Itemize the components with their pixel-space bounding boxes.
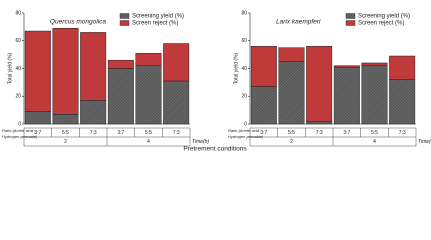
bar-segment <box>250 46 277 87</box>
legend-label: Screening yield (%) <box>358 14 410 20</box>
bar-segment <box>361 65 388 125</box>
group-title: Time(h) <box>418 139 431 145</box>
bar-segment <box>107 59 134 69</box>
ratio-label: Hydrogen peroxide) <box>228 134 264 139</box>
bar-segment <box>361 62 388 66</box>
bar-segment <box>52 28 79 115</box>
x-tick-label: 3:7 <box>117 130 124 136</box>
x-tick-label: 5:5 <box>288 130 295 136</box>
x-tick-label: 7:3 <box>90 130 97 136</box>
x-tick-label: 5:5 <box>62 130 69 136</box>
group-label: 2 <box>290 139 293 145</box>
x-tick-label: 3:7 <box>260 130 267 136</box>
y-tick-label: 20 <box>15 94 21 100</box>
bar-segment <box>389 55 416 80</box>
x-tick-label: 5:5 <box>371 130 378 136</box>
bar-segment <box>52 114 79 125</box>
chart-title: Larix kaempferi <box>276 19 321 26</box>
legend-label: Screen reject (%) <box>358 21 404 27</box>
y-tick-label: 80 <box>241 10 247 16</box>
ratio-label: Hydrogen peroxide) <box>2 134 38 139</box>
legend-swatch <box>345 20 356 26</box>
bar-segment <box>163 80 190 125</box>
bar-segment <box>333 65 360 68</box>
bar-segment <box>389 79 416 125</box>
y-tick-label: 0 <box>18 121 21 127</box>
bar-segment <box>135 65 162 125</box>
y-tick-label: 60 <box>241 38 247 44</box>
x-axis-title: Pretrement conditions <box>183 146 247 153</box>
x-tick-label: 7:3 <box>399 130 406 136</box>
bar-segment <box>24 30 51 112</box>
chart-title: Quercus mongolica <box>50 19 106 26</box>
bar-segment <box>80 32 107 101</box>
legend-label: Screen reject (%) <box>132 21 178 27</box>
y-tick-label: 60 <box>15 38 21 44</box>
group-label: 4 <box>373 139 376 145</box>
legend-swatch <box>345 13 356 19</box>
x-tick-label: 3:7 <box>343 130 350 136</box>
y-axis-title: Total yield (%) <box>233 52 239 84</box>
legend-swatch <box>119 13 130 19</box>
bar-segment <box>163 43 190 82</box>
bar-segment <box>135 52 162 66</box>
x-tick-label: 5:5 <box>145 130 152 136</box>
bar-segment <box>107 68 134 125</box>
group-label: 2 <box>64 139 67 145</box>
y-tick-label: 40 <box>15 66 21 72</box>
bar-segment <box>80 100 107 125</box>
ratio-label: Ratio (Acetic acid : <box>228 128 261 133</box>
y-tick-label: 80 <box>15 10 21 16</box>
x-tick-label: 7:3 <box>173 130 180 136</box>
bar-segment <box>306 46 333 122</box>
y-tick-label: 40 <box>241 66 247 72</box>
legend-swatch <box>119 20 130 26</box>
bar-segment <box>306 120 333 125</box>
x-tick-label: 7:3 <box>316 130 323 136</box>
legend-label: Screening yield (%) <box>132 14 184 20</box>
bar-segment <box>278 61 305 125</box>
y-axis-title: Total yield (%) <box>7 52 13 84</box>
bar-segment <box>250 86 277 125</box>
bar-segment <box>333 66 360 125</box>
ratio-label: Ratio (Acetic acid : <box>2 128 35 133</box>
group-title: Time(h) <box>192 139 210 145</box>
bar-segment <box>278 47 305 62</box>
group-label: 4 <box>147 139 150 145</box>
bar-segment <box>24 111 51 125</box>
x-tick-label: 3:7 <box>34 130 41 136</box>
y-tick-label: 0 <box>244 121 247 127</box>
y-tick-label: 20 <box>241 94 247 100</box>
